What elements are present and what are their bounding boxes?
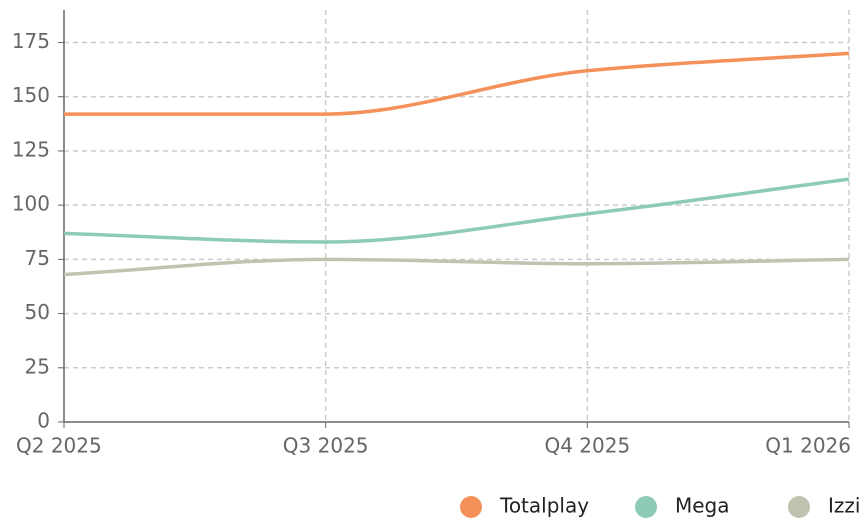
legend-marker bbox=[460, 496, 482, 518]
line-series bbox=[63, 177, 850, 244]
x-tick-label: Q3 2025 bbox=[283, 434, 369, 458]
legend-marker bbox=[788, 496, 810, 518]
line-series bbox=[63, 51, 850, 116]
legend-label: Mega bbox=[675, 494, 730, 518]
y-tick-label: 50 bbox=[25, 300, 50, 324]
legend-label: Izzi bbox=[828, 494, 860, 518]
y-tick-label: 0 bbox=[37, 409, 50, 433]
legend-marker bbox=[635, 496, 657, 518]
legend-label: Totalplay bbox=[499, 494, 589, 518]
x-tick-label: Q1 2026 bbox=[765, 434, 851, 458]
line-series bbox=[63, 257, 850, 277]
y-tick-label: 100 bbox=[12, 192, 50, 216]
x-tick-label: Q4 2025 bbox=[544, 434, 630, 458]
y-tick-label: 75 bbox=[25, 246, 50, 270]
x-tick-label: Q2 2025 bbox=[16, 434, 102, 458]
y-tick-label: 175 bbox=[12, 29, 50, 53]
y-tick-label: 25 bbox=[25, 354, 50, 378]
y-tick-label: 150 bbox=[12, 83, 50, 107]
y-tick-label: 125 bbox=[12, 137, 50, 161]
